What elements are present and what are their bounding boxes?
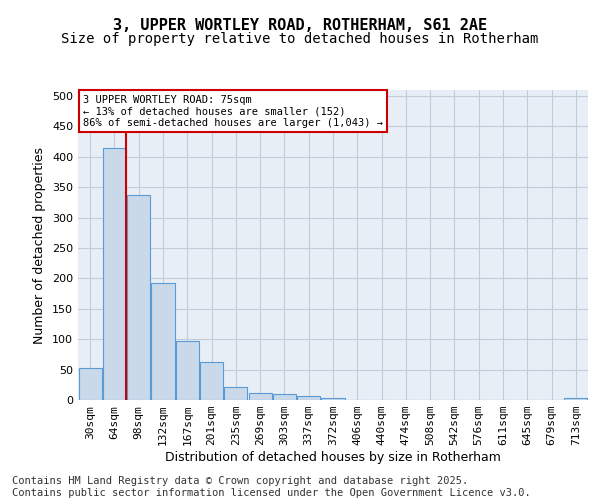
- Bar: [176, 341, 199, 400]
- Y-axis label: Number of detached properties: Number of detached properties: [34, 146, 46, 344]
- Bar: [248, 392, 272, 400]
- Text: 3, UPPER WORTLEY ROAD, ROTHERHAM, S61 2AE: 3, UPPER WORTLEY ROAD, ROTHERHAM, S61 2A…: [113, 18, 487, 32]
- Bar: [200, 362, 223, 400]
- Text: Size of property relative to detached houses in Rotherham: Size of property relative to detached ho…: [61, 32, 539, 46]
- Bar: [322, 398, 344, 400]
- X-axis label: Distribution of detached houses by size in Rotherham: Distribution of detached houses by size …: [165, 451, 501, 464]
- Bar: [151, 282, 175, 400]
- Text: Contains HM Land Registry data © Crown copyright and database right 2025.
Contai: Contains HM Land Registry data © Crown c…: [12, 476, 531, 498]
- Bar: [297, 396, 320, 400]
- Bar: [103, 148, 126, 400]
- Bar: [273, 394, 296, 400]
- Bar: [224, 386, 247, 400]
- Bar: [79, 368, 101, 400]
- Text: 3 UPPER WORTLEY ROAD: 75sqm
← 13% of detached houses are smaller (152)
86% of se: 3 UPPER WORTLEY ROAD: 75sqm ← 13% of det…: [83, 94, 383, 128]
- Bar: [565, 398, 587, 400]
- Bar: [127, 194, 150, 400]
